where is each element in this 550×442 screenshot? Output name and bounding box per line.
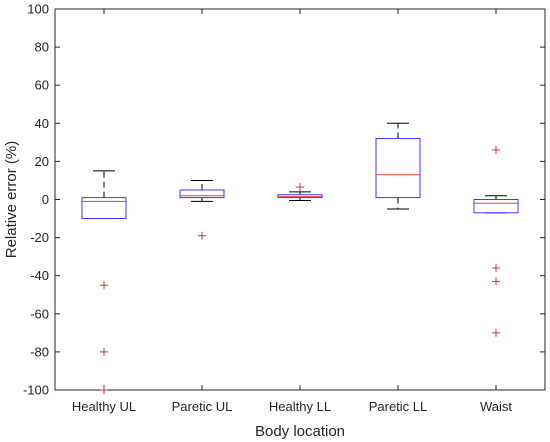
y-tick-label: -40 bbox=[30, 268, 49, 283]
x-tick-label: Paretic LL bbox=[369, 399, 428, 414]
box-paretic-ll bbox=[375, 122, 421, 210]
y-tick-label: -100 bbox=[23, 383, 49, 398]
outlier-marker bbox=[296, 183, 304, 192]
x-tick-label: Waist bbox=[480, 399, 512, 414]
box-healthy-ul bbox=[81, 170, 127, 394]
y-axis-ticks: -100 -80 -60 -40 -20 0 20 40 60 80 100 bbox=[23, 2, 545, 398]
y-tick-label: 0 bbox=[42, 192, 49, 207]
y-axis-label: Relative error (%) bbox=[3, 141, 20, 259]
iqr-box bbox=[375, 138, 421, 199]
x-axis-ticks: Healthy UL Paretic UL Healthy LL Paretic LL… bbox=[72, 9, 512, 414]
outlier-marker bbox=[100, 347, 108, 356]
y-tick-label: -80 bbox=[30, 344, 49, 359]
box-paretic-ul bbox=[179, 179, 225, 240]
y-tick-label: 40 bbox=[35, 116, 49, 131]
y-tick-label: 20 bbox=[35, 154, 49, 169]
y-tick-label: 60 bbox=[35, 78, 49, 93]
outlier-marker bbox=[100, 386, 108, 394]
box-healthy-ll bbox=[277, 183, 323, 201]
x-tick-label: Paretic UL bbox=[172, 399, 233, 414]
iqr-box bbox=[81, 197, 127, 220]
y-tick-label: 100 bbox=[27, 2, 49, 17]
y-tick-label: -20 bbox=[30, 230, 49, 245]
x-axis-label: Body location bbox=[255, 423, 345, 440]
y-tick-label: -60 bbox=[30, 306, 49, 321]
iqr-box bbox=[473, 199, 519, 214]
x-tick-label: Healthy LL bbox=[269, 399, 331, 414]
iqr-box bbox=[179, 189, 225, 199]
outlier-marker bbox=[492, 328, 500, 337]
boxes-group bbox=[81, 122, 519, 394]
outlier-marker bbox=[198, 231, 206, 240]
outlier-marker bbox=[492, 145, 500, 154]
x-tick-label: Healthy UL bbox=[72, 399, 136, 414]
outlier-marker bbox=[492, 277, 500, 286]
box-waist bbox=[473, 145, 519, 337]
outlier-marker bbox=[492, 264, 500, 273]
outlier-marker bbox=[100, 281, 108, 290]
y-tick-label: 80 bbox=[35, 40, 49, 55]
